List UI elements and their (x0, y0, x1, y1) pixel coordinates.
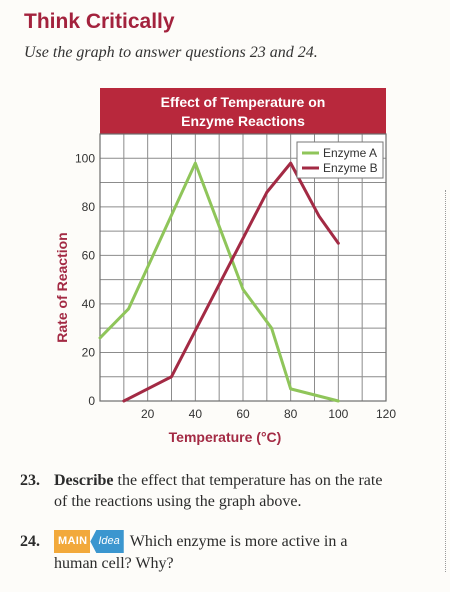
y-tick-label: 100 (75, 151, 95, 165)
question-23-keyword: Describe (54, 472, 114, 489)
series-line-enzyme-b (122, 161, 340, 403)
y-tick-label: 0 (88, 394, 95, 408)
x-tick-label: 80 (284, 407, 298, 421)
enzyme-chart: Effect of Temperature on Enzyme Reactions… (54, 88, 396, 445)
series-line-enzyme-a (98, 161, 340, 403)
y-tick-label: 60 (82, 248, 96, 262)
question-23-continuation: of the reactions using the graph above. (54, 493, 302, 510)
y-tick-label: 40 (82, 297, 96, 311)
question-23-number: 23. (20, 472, 40, 489)
y-tick-label: 80 (82, 200, 96, 214)
question-23-text: the effect that temperature has on the r… (117, 472, 383, 489)
legend-label: Enzyme A (323, 146, 377, 160)
x-tick-label: 20 (141, 407, 155, 421)
y-tick-label: 20 (82, 345, 96, 359)
y-axis-label: Rate of Reaction (54, 232, 70, 342)
section-heading: Think Critically (24, 10, 175, 33)
main-idea-badge-idea: Idea (90, 530, 124, 553)
chart-title-band (100, 88, 386, 134)
question-24-continuation: human cell? Why? (54, 555, 174, 572)
x-tick-label: 100 (328, 407, 348, 421)
page-margin-rule (445, 190, 446, 572)
chart-title-line: Effect of Temperature on (161, 94, 326, 110)
question-24-text: Which enzyme is more active in a (129, 533, 348, 550)
x-tick-label: 120 (376, 407, 396, 421)
legend-label: Enzyme B (323, 161, 378, 175)
chart-title-line: Enzyme Reactions (181, 113, 305, 129)
x-tick-label: 60 (236, 407, 250, 421)
section-intro: Use the graph to answer questions 23 and… (24, 44, 318, 61)
x-axis-label: Temperature (°C) (169, 429, 282, 445)
question-24: 24. MAIN Idea Which enzyme is more active i… (20, 530, 430, 574)
main-idea-badge-main: MAIN (54, 530, 91, 553)
legend-box (296, 141, 384, 179)
question-24-number: 24. (20, 533, 40, 550)
plot-frame (99, 133, 387, 402)
question-23: 23. Describe the effect that temperature … (20, 470, 430, 512)
x-tick-label: 40 (189, 407, 203, 421)
